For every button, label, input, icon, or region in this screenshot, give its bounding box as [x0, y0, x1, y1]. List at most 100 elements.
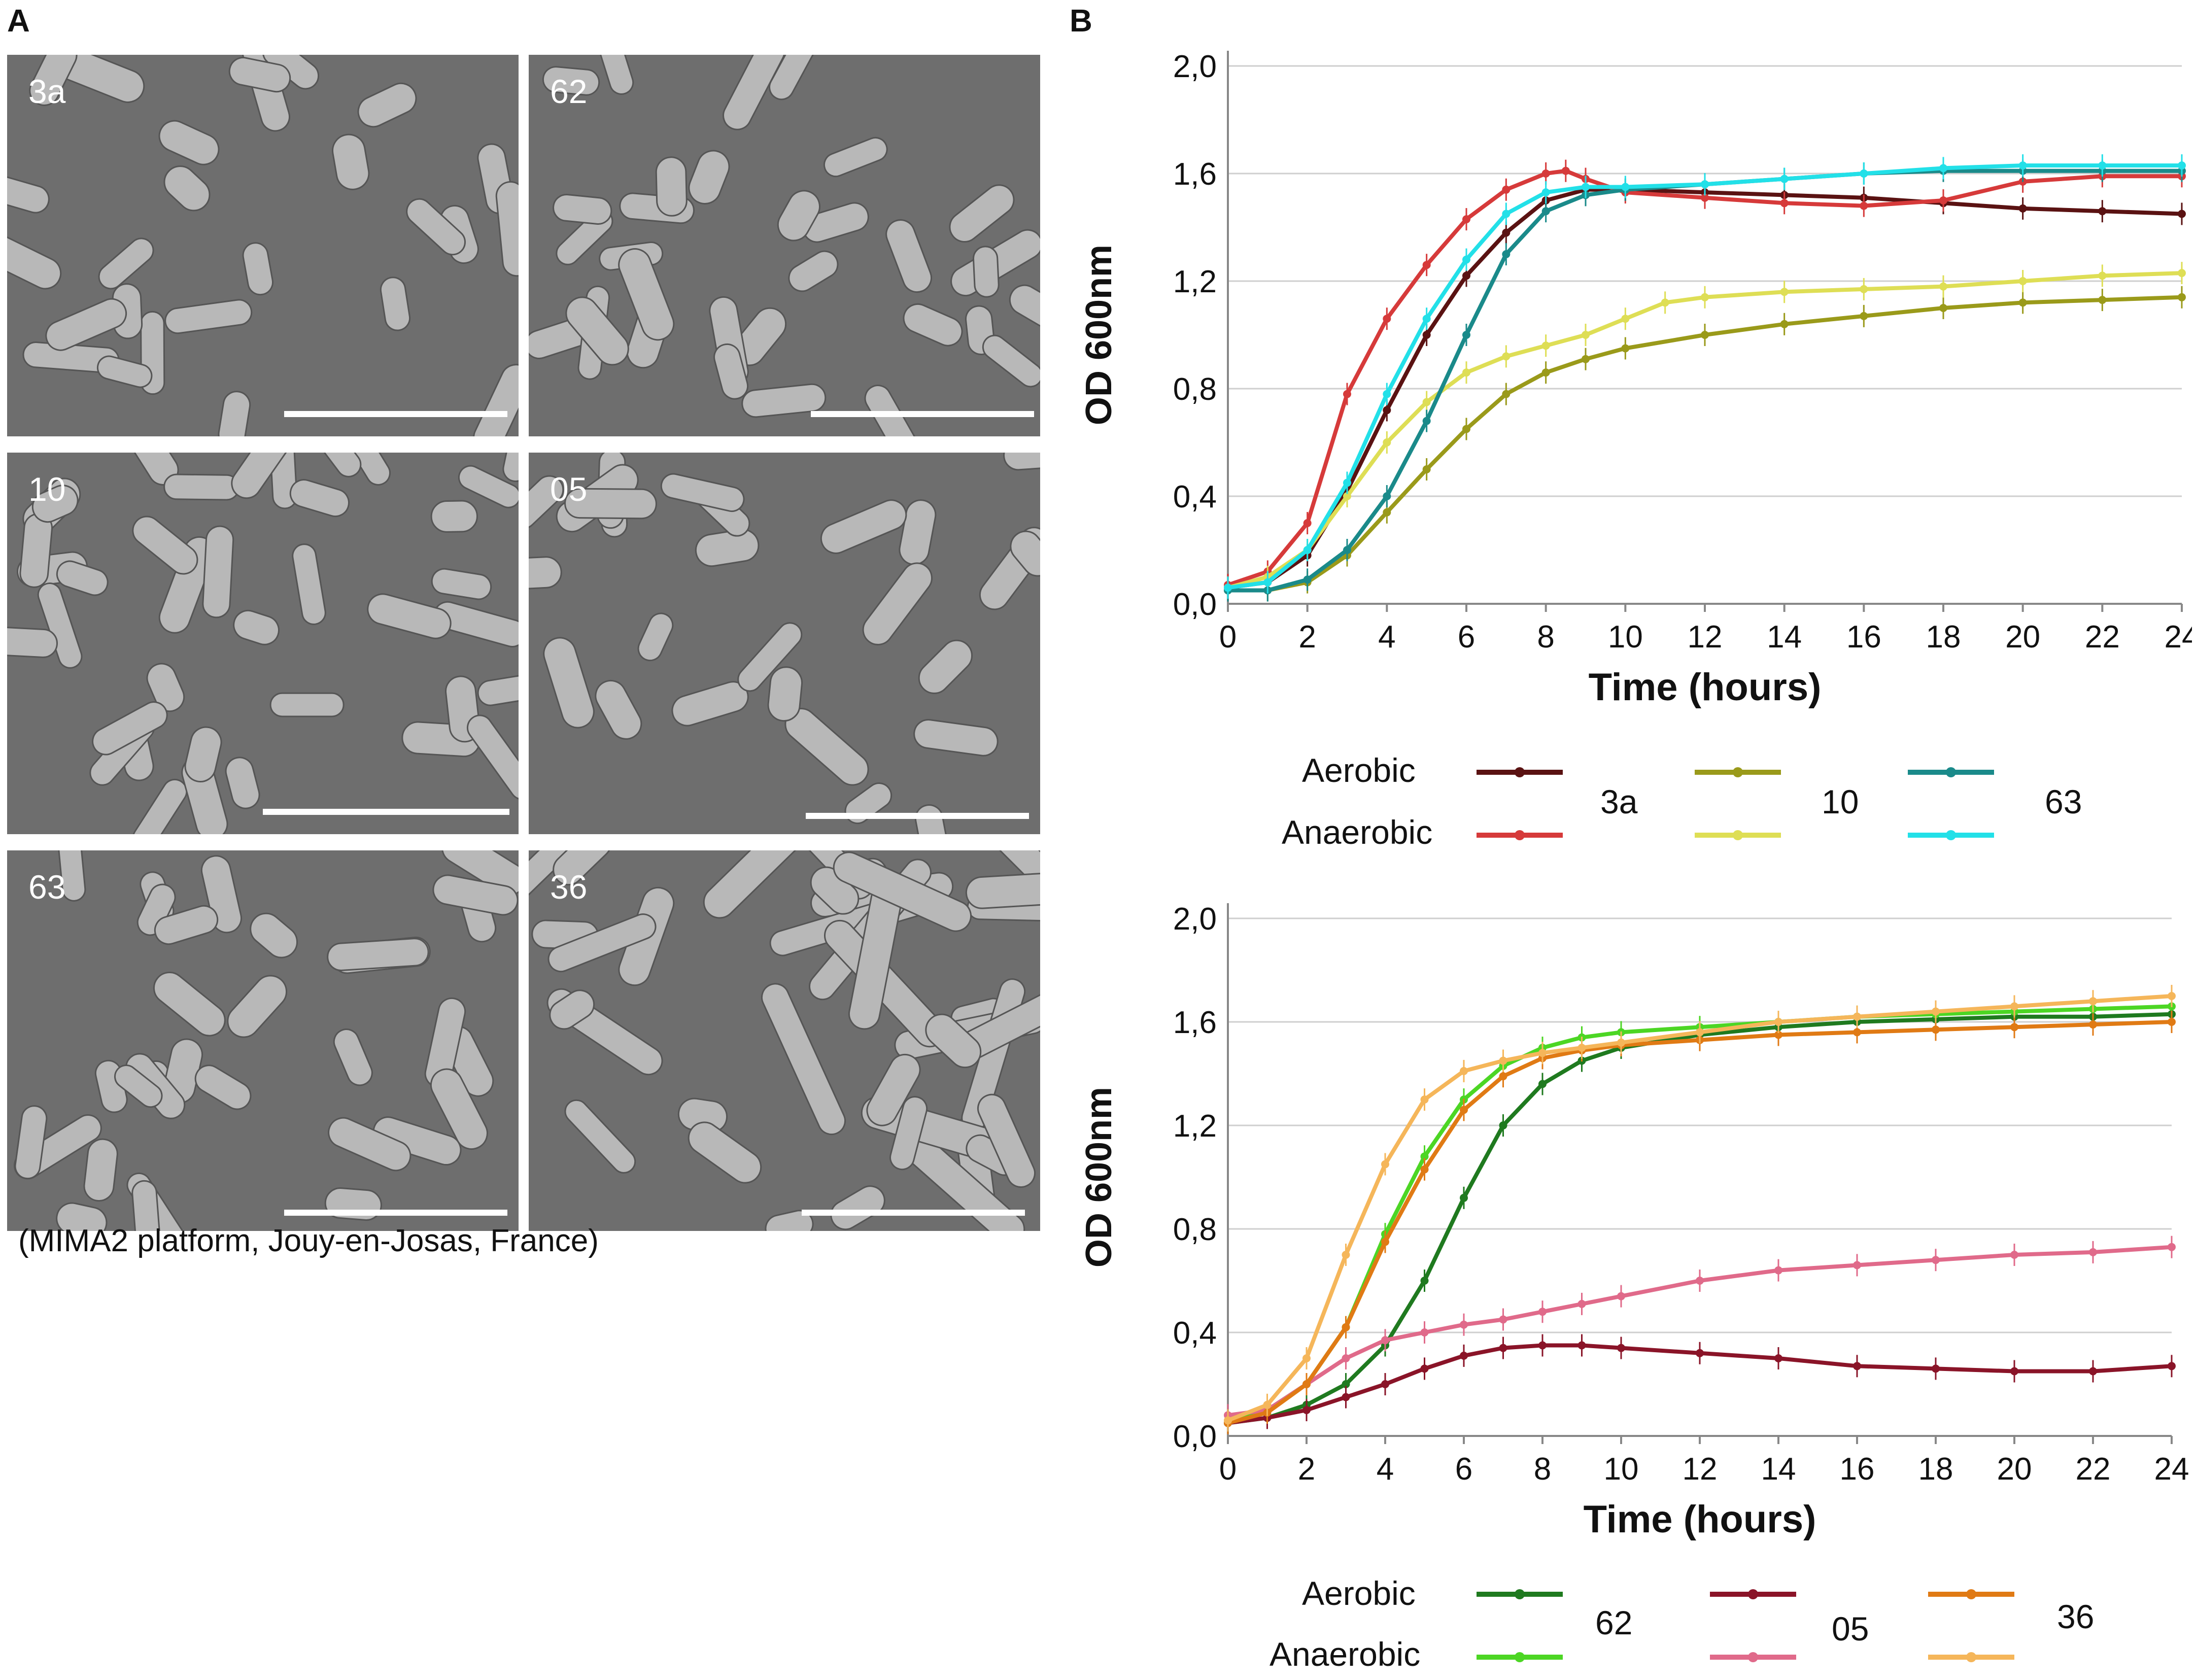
bacterial-cell: [918, 639, 973, 694]
bacterial-cell: [466, 714, 519, 800]
scale-bar: [811, 411, 1034, 417]
bacterial-cell: [441, 850, 519, 896]
data-point: [1422, 417, 1431, 425]
bacterial-cell: [833, 851, 972, 932]
legend-swatch-marker: [1748, 1652, 1758, 1662]
legend-swatch: [1695, 830, 1781, 840]
micrograph-10: 10: [7, 453, 519, 834]
bacterial-cell: [289, 479, 350, 518]
bacterial-cell: [136, 883, 176, 936]
data-point: [1541, 207, 1550, 216]
bacterial-cell: [477, 674, 519, 706]
data-point: [1460, 1320, 1468, 1329]
x-tick-label: 20: [1997, 1452, 2032, 1487]
data-point: [2089, 1248, 2097, 1256]
series-line: [1227, 168, 2182, 587]
bacterial-cell: [56, 1202, 108, 1231]
bacterial-cell: [164, 299, 253, 334]
x-tick-label: 16: [1846, 620, 1881, 655]
data-point: [1342, 1251, 1350, 1259]
x-axis-label: Time (hours): [1589, 666, 1822, 709]
data-point: [1860, 169, 1868, 178]
legend-swatch: [1477, 1589, 1563, 1599]
data-point: [2018, 298, 2027, 307]
data-point: [1541, 169, 1550, 178]
data-point: [1502, 228, 1511, 237]
data-point: [1383, 315, 1391, 323]
y-tick-label: 1,6: [1173, 1005, 1217, 1040]
bacterial-cell: [322, 453, 362, 477]
data-point: [1342, 1323, 1350, 1331]
legend-aerobic-label: Aerobic: [1302, 751, 1416, 789]
data-point: [2089, 1020, 2097, 1029]
data-point: [1696, 1277, 1704, 1285]
bacterial-cell: [357, 82, 417, 128]
series-line: [1228, 295, 2182, 593]
y-tick-label: 2,0: [1173, 49, 1217, 84]
bacterial-cell: [972, 246, 1000, 298]
data-point: [1939, 282, 1947, 291]
data-point: [1582, 331, 1590, 339]
bacterial-cell: [885, 219, 932, 293]
micrograph-image: [7, 55, 519, 436]
data-point: [1932, 1007, 1940, 1016]
micrograph-05: 05: [529, 453, 1040, 834]
scale-bar: [263, 809, 509, 815]
data-point: [1939, 196, 1947, 204]
legend-strain-label: 10: [1822, 783, 1859, 820]
bacterial-cell: [430, 1068, 488, 1150]
data-point: [2018, 204, 2027, 213]
legend-strain-label: 05: [1832, 1610, 1869, 1648]
panel-label-b: B: [1070, 4, 1092, 39]
legend-swatch: [1710, 1589, 1796, 1599]
micrograph-label: 05: [550, 470, 588, 508]
bacterial-cell: [432, 874, 519, 916]
bacterial-cell: [889, 1096, 928, 1171]
data-point: [1422, 331, 1431, 339]
bacterial-cell: [380, 277, 411, 331]
micrograph-image: [14, 850, 519, 1231]
bacterial-cell: [154, 905, 219, 945]
y-tick-label: 1,6: [1173, 157, 1217, 192]
data-point: [1617, 1292, 1625, 1300]
data-point: [2089, 1367, 2097, 1376]
data-point: [2178, 293, 2186, 301]
x-tick-label: 20: [2005, 620, 2040, 655]
data-point: [1541, 368, 1550, 377]
x-tick-label: 22: [2076, 1452, 2111, 1487]
y-axis-label: OD 600nm: [1079, 1087, 1119, 1267]
data-point: [1502, 390, 1511, 398]
data-point: [1774, 1031, 1782, 1039]
bacterial-cell: [430, 500, 478, 533]
bacterial-cell: [332, 133, 370, 190]
legend-aerobic-label: Aerobic: [1302, 1574, 1416, 1612]
bacterial-cell: [925, 1013, 982, 1069]
bacterial-cell: [903, 303, 963, 347]
data-point: [2098, 296, 2107, 304]
x-tick-label: 12: [1688, 620, 1723, 655]
x-tick-label: 8: [1534, 1452, 1551, 1487]
bacterial-cell: [864, 385, 918, 436]
growth-chart-bottom: 0,0 0,4 0,8 1,2 1,6 2,0 0 2 4 6 8 10 12 14 16 18 20 22 24 T…: [1066, 883, 2192, 1563]
data-point: [1853, 1261, 1861, 1270]
micrograph-label: 36: [550, 868, 588, 906]
growth-chart-top-svg: 0,00,40,81,21,62,00 2 4 6 8 10 12 14 16 18 20 22 24T…: [1079, 49, 2192, 709]
data-point: [1422, 315, 1431, 323]
x-tick-label: 22: [2085, 620, 2120, 655]
legend-swatch-marker: [1946, 830, 1956, 840]
data-point: [1462, 271, 1470, 280]
data-point: [1932, 1256, 1940, 1264]
x-tick-label: 2: [1298, 620, 1316, 655]
bacterial-cell: [406, 198, 466, 256]
data-point: [1343, 390, 1351, 398]
bacterial-cell: [14, 1105, 48, 1180]
bacterial-cell: [1009, 284, 1040, 328]
y-tick-label: 1,2: [1173, 264, 1217, 299]
bacterial-cell: [163, 165, 211, 212]
data-point: [1499, 1315, 1507, 1324]
data-point: [1383, 390, 1391, 398]
data-point: [1538, 1080, 1547, 1088]
data-point: [1343, 546, 1351, 554]
data-point: [1342, 1354, 1350, 1362]
data-point: [2178, 161, 2186, 170]
